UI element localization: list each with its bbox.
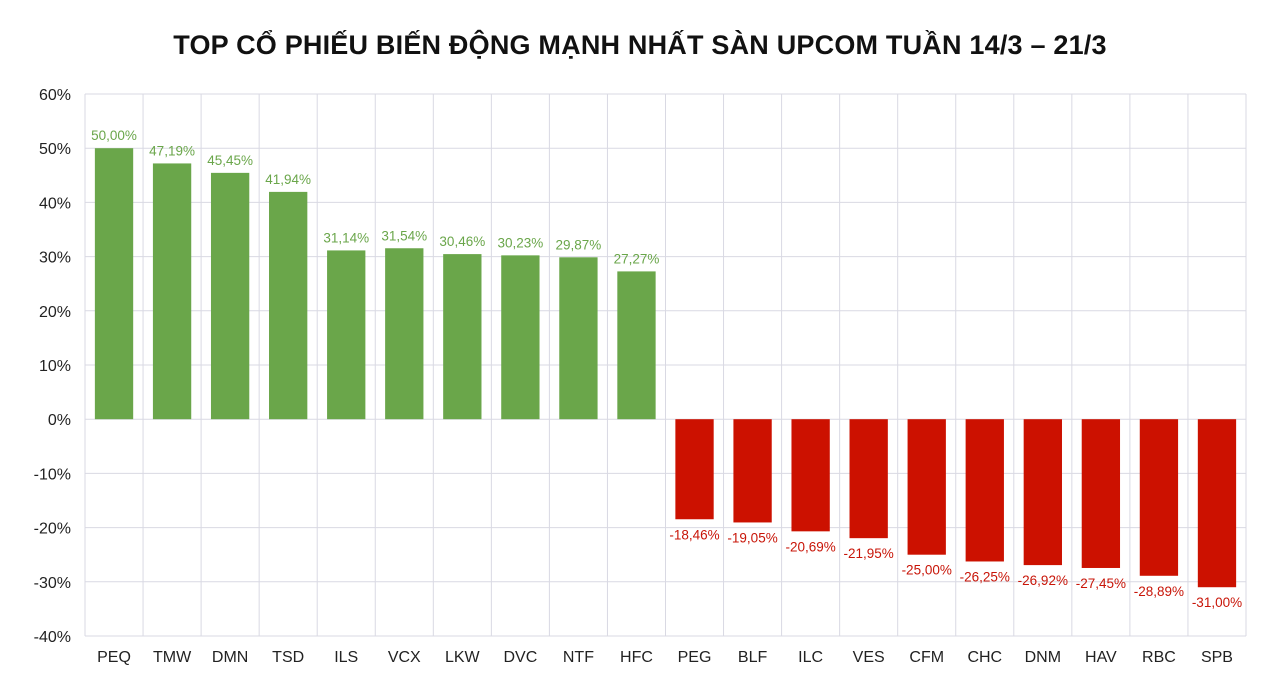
data-label: -26,25% [960, 569, 1010, 584]
bar-peq [94, 148, 134, 420]
bar-blf [733, 419, 772, 523]
y-tick-label: -40% [34, 629, 71, 646]
bar-ilc [791, 419, 830, 532]
y-tick-label: -20% [34, 521, 71, 538]
bar-cfm [907, 419, 946, 555]
y-tick-label: 0% [48, 412, 71, 429]
bar-rbc [1139, 419, 1179, 576]
y-tick-label: -30% [34, 575, 71, 592]
bar-ntf [559, 257, 598, 420]
x-tick-label: NTF [563, 649, 594, 666]
data-label: 31,14% [323, 230, 369, 245]
x-tick-label: HAV [1085, 649, 1117, 666]
data-label: 30,23% [497, 235, 543, 250]
x-tick-label: TSD [272, 649, 304, 666]
y-tick-label: 40% [39, 195, 71, 212]
x-tick-label: HFC [620, 649, 653, 666]
bar-tmw [152, 163, 192, 420]
bar-dmn [210, 172, 250, 420]
data-label: -20,69% [785, 539, 835, 554]
bar-hav [1081, 419, 1121, 568]
data-label: -27,45% [1076, 576, 1126, 591]
bar-ves [849, 419, 888, 539]
bar-tsd [269, 191, 308, 420]
y-tick-label: 10% [39, 358, 71, 375]
data-label: -19,05% [727, 530, 777, 545]
data-label: -26,92% [1018, 573, 1068, 588]
data-label: 47,19% [149, 143, 195, 158]
bar-lkw [443, 254, 482, 420]
x-tick-label: VCX [388, 649, 421, 666]
bar-dvc [501, 255, 540, 420]
data-label: 50,00% [91, 128, 137, 143]
data-label: 31,54% [381, 228, 427, 243]
x-tick-label: VES [853, 649, 885, 666]
x-tick-label: ILS [334, 649, 358, 666]
data-label: -28,89% [1134, 584, 1184, 599]
x-tick-label: PEQ [97, 649, 131, 666]
x-tick-label: LKW [445, 649, 481, 666]
data-label: 41,94% [265, 172, 311, 187]
x-tick-label: BLF [738, 649, 768, 666]
y-tick-label: -10% [34, 466, 71, 483]
x-tick-label: TMW [153, 649, 192, 666]
y-tick-label: 20% [39, 304, 71, 321]
bar-peg [675, 419, 714, 520]
y-axis-labels: 60% 50% 40% 30% 20% 10% 0% -10% -20% -30% -40% [34, 87, 71, 646]
bar-dnm [1023, 419, 1062, 566]
x-tick-label: DMN [212, 649, 248, 666]
x-tick-label: ILC [798, 649, 823, 666]
bar-vcx [385, 248, 424, 420]
data-label: 45,45% [207, 153, 253, 168]
x-tick-label: CHC [967, 649, 1002, 666]
data-label: -21,95% [844, 546, 894, 561]
bar-spb [1197, 419, 1237, 588]
y-tick-label: 30% [39, 250, 71, 267]
x-tick-label: SPB [1201, 649, 1233, 666]
chart-title: TOP CỔ PHIẾU BIẾN ĐỘNG MẠNH NHẤT SÀN UPC… [173, 30, 1107, 60]
data-label: -31,00% [1192, 595, 1242, 610]
bars [94, 148, 1237, 588]
x-tick-label: DVC [503, 649, 537, 666]
x-tick-label: PEG [678, 649, 712, 666]
data-label: 30,46% [439, 234, 485, 249]
bar-hfc [617, 271, 656, 420]
y-tick-label: 50% [39, 141, 71, 158]
data-label: -18,46% [669, 527, 719, 542]
data-label: 27,27% [614, 251, 660, 266]
y-tick-label: 60% [39, 87, 71, 104]
grid-lines [84, 93, 1247, 637]
x-tick-label: RBC [1142, 649, 1176, 666]
bar-chc [965, 419, 1004, 562]
x-axis-labels: PEQ TMW DMN TSD ILS VCX LKW DVC NTF HFC PEG BLF ILC V… [97, 649, 1233, 666]
data-label: 29,87% [556, 237, 602, 252]
data-labels: 50,00% 47,19% 45,45% 41,94% 31,14% 31,54% 30,4… [91, 128, 1242, 610]
data-label: -25,00% [902, 563, 952, 578]
bar-ils [327, 250, 366, 420]
x-tick-label: DNM [1025, 649, 1061, 666]
x-tick-label: CFM [909, 649, 944, 666]
